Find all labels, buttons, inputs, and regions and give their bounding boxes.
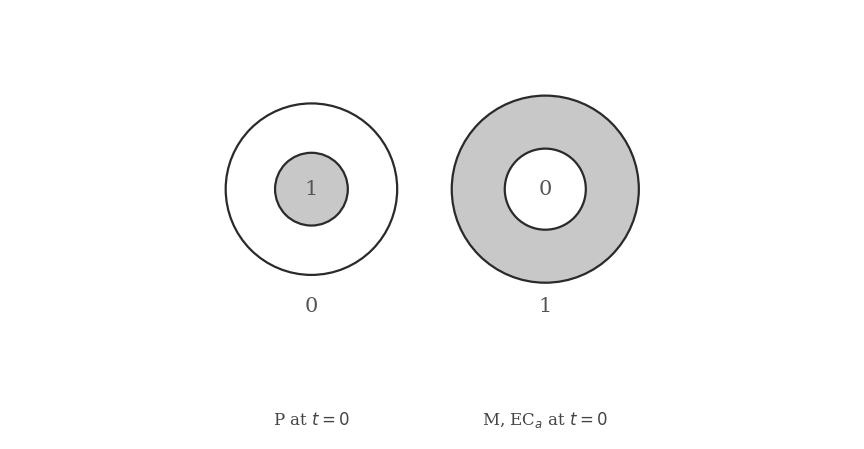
Text: 1: 1 [305, 180, 318, 198]
Circle shape [452, 96, 638, 283]
Text: 0: 0 [305, 297, 318, 316]
Text: M, EC$_a$ at $t = 0$: M, EC$_a$ at $t = 0$ [482, 410, 608, 431]
Text: P at $t = 0$: P at $t = 0$ [273, 412, 350, 429]
Text: 0: 0 [538, 180, 552, 198]
Circle shape [505, 149, 586, 230]
Circle shape [275, 153, 348, 225]
Text: 1: 1 [538, 297, 552, 316]
Circle shape [226, 103, 397, 275]
